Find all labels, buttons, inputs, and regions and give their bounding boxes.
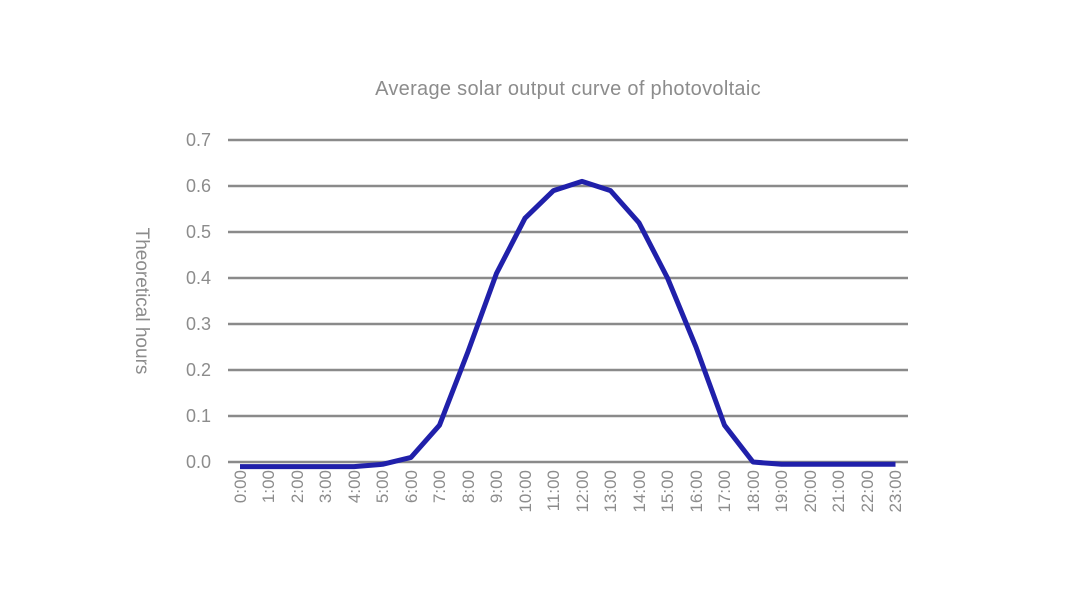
x-tick-label: 0:00 xyxy=(230,470,250,504)
x-tick-label: 11:00 xyxy=(544,470,563,512)
x-tick-label: 7:00 xyxy=(430,470,449,504)
x-tick-label: 12:00 xyxy=(572,470,592,513)
x-tick-label: 2:00 xyxy=(287,470,307,504)
x-tick-label: 14:00 xyxy=(629,470,649,513)
x-tick-label: 8:00 xyxy=(458,470,478,504)
x-tick-label: 19:00 xyxy=(772,470,791,513)
x-tick-label: 22:00 xyxy=(857,470,877,513)
x-tick-label: 5:00 xyxy=(373,470,392,504)
chart-title: Average solar output curve of photovolta… xyxy=(375,78,761,100)
solar-output-line xyxy=(240,178,896,470)
x-tick-label: 15:00 xyxy=(658,470,677,513)
x-tick-label: 6:00 xyxy=(401,470,421,504)
x-tick-label: 3:00 xyxy=(316,470,335,504)
x-tick-label: 18:00 xyxy=(743,470,763,513)
x-tick-label: 16:00 xyxy=(686,470,706,513)
y-tick-label: 0.7 xyxy=(185,130,211,150)
x-tick-label: 1:00 xyxy=(259,470,278,504)
x-tick-label: 20:00 xyxy=(800,470,820,513)
y-tick-label: 0.2 xyxy=(185,360,211,380)
x-tick-label: 4:00 xyxy=(344,470,364,504)
y-tick-label: 0.6 xyxy=(185,176,211,196)
x-tick-label: 21:00 xyxy=(829,470,848,513)
x-tick-label: 23:00 xyxy=(886,470,905,513)
y-tick-label: 0.3 xyxy=(185,314,211,334)
y-tick-label: 0.1 xyxy=(185,406,211,426)
y-tick-label: 0.0 xyxy=(185,452,211,472)
y-tick-label: 0.4 xyxy=(185,268,211,288)
y-tick-label: 0.5 xyxy=(185,222,211,242)
x-tick-label: 17:00 xyxy=(715,470,734,513)
x-tick-label: 9:00 xyxy=(487,470,506,504)
x-tick-label: 10:00 xyxy=(515,470,535,513)
x-tick-label: 13:00 xyxy=(601,470,620,513)
